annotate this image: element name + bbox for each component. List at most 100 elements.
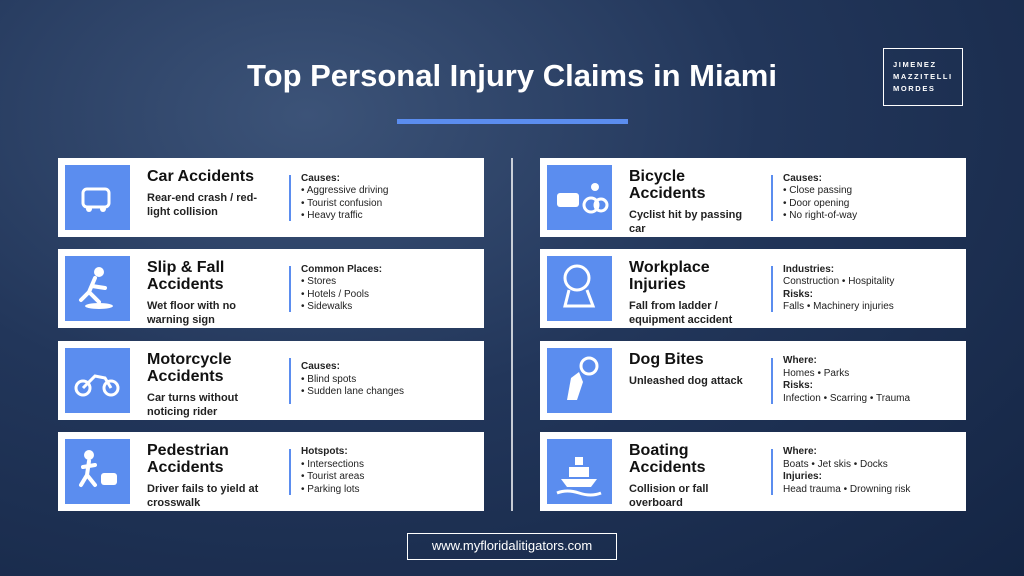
detail-label: Injuries: [783,471,822,483]
injury-card: Workplace Injuries Fall from ladder / equ… [540,249,966,329]
detail-item: Sidewalks [301,301,481,314]
card-description: Fall from ladder / equipment accident [629,300,733,327]
card-title: Motorcycle Accidents [147,350,232,385]
card-title: Workplace Injuries [629,259,710,294]
card-title: Boating Accidents [629,441,706,476]
injury-card: Car Accidents Rear-end crash / red-light … [58,158,484,237]
card-icon [65,256,130,322]
card-icon [65,438,130,504]
detail-item: No right-of-way [783,210,963,223]
detail-line: Infection • Scarring • Trauma [783,392,911,404]
column-divider [511,158,513,511]
logo-line: MORDES [893,84,936,93]
card-separator [771,175,773,221]
detail-line: Boats • Jet skis • Docks [783,458,888,470]
injury-card: Slip & Fall Accidents Wet floor with no w… [58,249,484,329]
detail-label: Hotspots: [301,446,348,458]
detail-list: StoresHotels / PoolsSidewalks [301,276,481,314]
detail-label: Causes: [783,172,822,184]
icon-glyph [567,356,599,400]
card-separator [289,448,291,495]
icon-glyph [563,264,596,308]
title-underline [397,119,628,124]
detail-item: Heavy traffic [301,210,481,223]
detail-line: Construction • Hospitality [783,276,895,288]
detail-item: Intersections [301,459,481,472]
card-icon [547,256,612,322]
card-details: Where: Boats • Jet skis • Docks Injuries: H… [783,446,963,496]
detail-label: Risks: [783,288,814,300]
card-description: Cyclist hit by passing car [629,209,743,235]
card-description: Car turns without noticing rider [147,391,239,418]
card-title: Car Accidents [147,168,254,185]
icon-glyph [556,456,602,497]
icon-glyph [79,449,117,487]
card-details: Causes:Blind spotsSudden lane changes [301,361,481,399]
card-icon [547,165,612,230]
icon-glyph [81,187,111,212]
card-icon [65,347,130,413]
injury-card: Dog Bites Unleashed dog attack Where: Homes… [540,340,966,420]
detail-list: IntersectionsTourist areasParking lots [301,459,481,497]
card-separator [771,266,773,313]
logo-line: MAZZITELLI [893,72,953,81]
detail-label: Industries: [783,263,835,275]
logo-line: JIMENEZ [893,60,937,69]
icon-glyph [557,183,609,214]
card-separator [771,357,773,404]
detail-line: Homes • Parks [783,367,850,379]
detail-label: Risks: [783,380,814,392]
logo: JIMENEZ MAZZITELLI MORDES [883,48,963,106]
detail-line: Falls • Machinery injuries [783,301,894,313]
icon-glyph [74,373,120,397]
card-icon [547,347,612,413]
card-title: Dog Bites [629,350,704,368]
detail-label: Common Places: [301,263,383,275]
card-details: Causes:Aggressive drivingTourist confusi… [301,173,481,223]
card-description: Driver fails to yield at crosswalk [147,482,259,509]
card-title: Pedestrian Accidents [147,441,229,476]
detail-list: Blind spotsSudden lane changes [301,374,481,399]
card-icon [65,165,130,230]
detail-item: Tourist areas [301,471,481,484]
card-separator [289,357,291,404]
detail-item: Door opening [783,198,963,211]
card-description: Collision or fall overboard [629,482,709,509]
title: Top Personal Injury Claims in Miami [247,58,777,93]
detail-item: Blind spots [301,374,481,387]
detail-item: Close passing [783,185,963,198]
detail-item: Tourist confusion [301,198,481,211]
injury-card: Pedestrian Accidents Driver fails to yiel… [58,431,484,511]
card-title: Bicycle Accidents [629,168,706,202]
card-separator [289,175,291,221]
detail-item: Hotels / Pools [301,289,481,302]
card-details: Causes:Close passingDoor openingNo right… [783,173,963,223]
icon-glyph [79,267,113,310]
card-details: Industries: Construction • Hospitality Ris… [783,264,963,314]
detail-item: Aggressive driving [301,185,481,198]
detail-label: Where: [783,355,817,367]
detail-label: Causes: [301,172,340,184]
detail-item: Parking lots [301,484,481,497]
card-separator [771,448,773,495]
detail-label: Causes: [301,361,340,373]
card-description: Unleashed dog attack [629,374,743,387]
card-details: Common Places:StoresHotels / PoolsSidewa… [301,264,481,314]
card-details: Hotspots:IntersectionsTourist areasParki… [301,446,481,496]
detail-list: Close passingDoor openingNo right-of-way [783,185,963,223]
card-description: Rear-end crash / red-light collision [147,192,258,218]
website-link[interactable]: www.myfloridalitigators.com [407,533,617,560]
card-separator [289,266,291,313]
detail-line: Head trauma • Drowning risk [783,483,911,495]
card-details: Where: Homes • Parks Risks: Infection • Sca… [783,355,963,405]
detail-list: Aggressive drivingTourist confusionHeavy… [301,185,481,223]
detail-item: Sudden lane changes [301,386,481,399]
detail-item: Stores [301,276,481,289]
injury-card: Bicycle Accidents Cyclist hit by passing … [540,158,966,237]
injury-card: Motorcycle Accidents Car turns without no… [58,340,484,420]
card-icon [547,438,612,504]
detail-label: Where: [783,446,817,458]
card-description: Wet floor with no warning sign [147,300,237,327]
injury-card: Boating Accidents Collision or fall overb… [540,431,966,511]
